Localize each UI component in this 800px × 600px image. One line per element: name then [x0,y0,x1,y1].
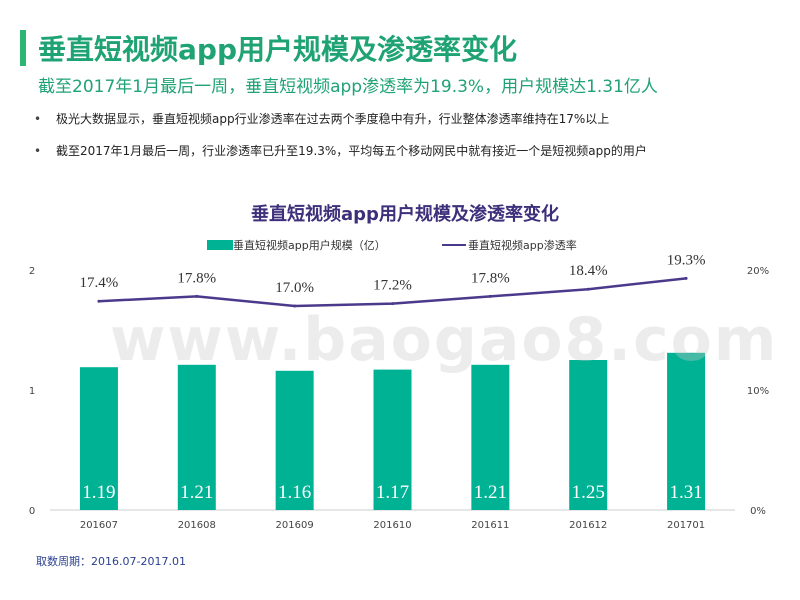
line-point [586,287,590,291]
bar-value-label: 1.17 [376,482,409,503]
line-value-label: 17.0% [275,280,314,296]
category-tick: 201611 [471,520,509,531]
line-point [488,294,492,298]
bar [177,364,216,510]
category-tick: 201701 [667,520,705,531]
data-period-footnote: 取数周期：2016.07-2017.01 [36,555,186,568]
bar [373,369,412,510]
bar-value-label: 1.19 [82,482,115,503]
bar-value-label: 1.21 [180,482,213,503]
legend-bar-swatch [207,240,233,250]
right-axis-tick: 20% [747,266,769,277]
bullet-item: 截至2017年1月最后一周，行业渗透率已升至19.3%，平均每五个移动网民中就有… [30,142,647,160]
line-point [97,299,101,303]
bullet-list: 极光大数据显示，垂直短视频app行业渗透率在过去两个季度稳中有升，行业整体渗透率… [30,110,647,174]
line-point [391,302,394,306]
bar [569,360,608,510]
line-point [684,276,688,280]
line-value-label: 18.4% [569,263,608,279]
bar-value-label: 1.21 [474,482,507,503]
bar-value-label: 1.31 [669,482,702,503]
line-value-label: 19.3% [667,252,706,268]
left-axis-tick: 2 [29,266,35,277]
page-subtitle: 截至2017年1月最后一周，垂直短视频app渗透率为19.3%，用户规模达1.3… [38,77,658,97]
bar [667,352,706,510]
bar-value-label: 1.25 [572,482,605,503]
category-tick: 201608 [178,520,216,531]
category-tick: 201610 [373,520,411,531]
legend-line-label: 垂直短视频app渗透率 [468,238,577,252]
bar [471,364,510,510]
bar [275,370,314,510]
page-title: 垂直短视频app用户规模及渗透率变化 [38,33,517,66]
line-point [195,294,199,298]
right-axis-tick: 10% [747,386,769,397]
chart-title: 垂直短视频app用户规模及渗透率变化 [251,203,559,225]
category-tick: 201609 [276,520,314,531]
category-tick: 201607 [80,520,118,531]
bullet-item: 极光大数据显示，垂直短视频app行业渗透率在过去两个季度稳中有升，行业整体渗透率… [30,110,647,128]
bar-value-label: 1.16 [278,482,311,503]
bar [79,367,118,510]
line-value-label: 17.8% [177,270,216,286]
legend-bar-label: 垂直短视频app用户规模（亿） [233,238,386,252]
line-value-label: 17.8% [471,270,510,286]
line-value-label: 17.4% [80,275,119,291]
right-axis-tick: 0% [750,506,766,517]
line-point [293,304,297,308]
left-axis-tick: 1 [29,386,35,397]
title-accent-bar [20,30,26,66]
left-axis-tick: 0 [29,506,35,517]
line-value-label: 17.2% [373,278,412,294]
category-tick: 201612 [569,520,607,531]
